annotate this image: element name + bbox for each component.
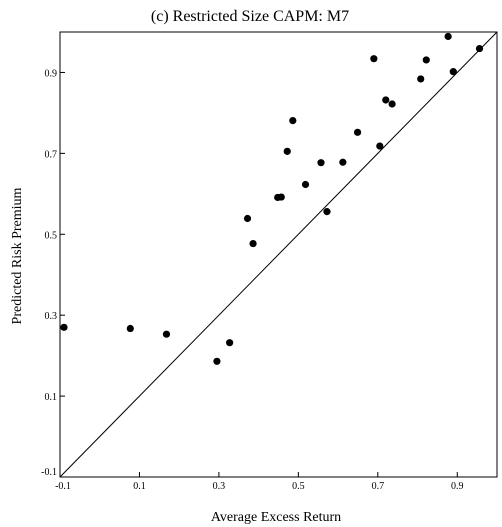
data-point: [444, 32, 452, 41]
data-point: [126, 324, 134, 333]
data-point: [249, 239, 257, 248]
x-tick-label: 0.3: [213, 481, 226, 492]
x-tick-label: 0.1: [133, 481, 146, 492]
y-tick-label: 0.7: [45, 149, 58, 160]
data-point: [226, 339, 234, 347]
x-tick-label: 0.7: [372, 481, 385, 492]
data-point: [417, 75, 425, 83]
x-axis-label: Average Excess Return: [211, 510, 341, 525]
reference-45-degree-line: [59, 31, 498, 478]
data-point: [213, 357, 221, 365]
data-point: [388, 100, 396, 108]
data-point: [422, 56, 430, 64]
x-tick-label: 0.5: [292, 481, 305, 492]
data-point: [277, 193, 285, 201]
data-point: [370, 55, 378, 63]
data-point: [339, 158, 347, 166]
y-axis-ticks: -0.1 0.1 0.3 0.5 0.7 0.9: [41, 68, 65, 478]
data-point: [353, 128, 362, 136]
chart-title: (c) Restricted Size CAPM: M7: [151, 8, 349, 25]
data-points: [60, 32, 484, 365]
data-point: [376, 142, 384, 150]
data-point: [283, 147, 291, 155]
y-axis-label: Predicted Risk Premium: [10, 187, 25, 324]
x-axis-ticks: -0.1 0.1 0.3 0.5 0.7 0.9: [55, 472, 464, 492]
data-point: [449, 68, 457, 76]
data-point: [475, 44, 484, 53]
data-point: [60, 323, 68, 331]
data-point: [382, 96, 390, 104]
data-point: [323, 208, 331, 216]
plot-frame: [59, 31, 498, 478]
y-tick-label: 0.9: [45, 68, 58, 79]
y-tick-label: 0.5: [45, 230, 58, 241]
data-point: [243, 214, 252, 223]
data-point: [317, 159, 325, 167]
data-point: [289, 116, 297, 125]
y-tick-label: -0.1: [41, 467, 57, 478]
x-tick-label: -0.1: [55, 481, 71, 492]
data-point: [301, 180, 310, 189]
x-tick-label: 0.9: [451, 481, 464, 492]
y-tick-label: 0.3: [45, 311, 58, 322]
data-point: [162, 330, 171, 338]
y-tick-label: 0.1: [45, 392, 58, 403]
